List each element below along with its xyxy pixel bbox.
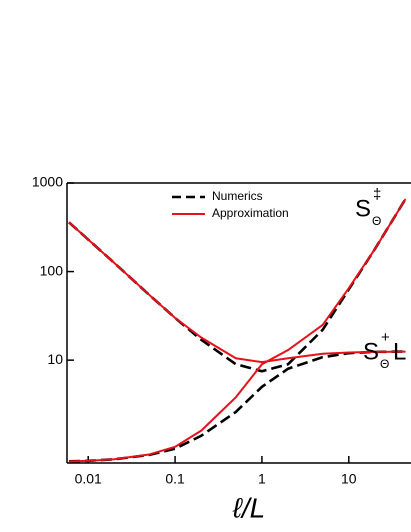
annotation-text: S bbox=[355, 195, 371, 222]
y-tick-label: 100 bbox=[40, 262, 64, 278]
series-line bbox=[68, 350, 406, 463]
annotation-suffix: L bbox=[393, 338, 406, 365]
y-tick-label: 10 bbox=[47, 351, 63, 367]
annotation-sup: + bbox=[381, 329, 390, 346]
series-line bbox=[68, 221, 406, 364]
x-tick-label: 10 bbox=[341, 471, 357, 487]
annotation-sup: ‡ bbox=[373, 186, 381, 203]
annotation-text: S bbox=[363, 338, 379, 365]
annotation-sub: Θ bbox=[380, 357, 389, 371]
legend-label: Numerics bbox=[212, 189, 263, 203]
legend-label: Approximation bbox=[212, 206, 289, 220]
x-tick-label: 1 bbox=[258, 471, 266, 487]
x-tick-label: 0.1 bbox=[165, 471, 185, 487]
x-axis-label: ℓ/L bbox=[232, 492, 265, 523]
x-tick-label: 0.01 bbox=[75, 471, 102, 487]
y-tick-label: 1000 bbox=[32, 174, 63, 190]
series-line bbox=[68, 198, 407, 463]
annotation-sub: Θ bbox=[372, 214, 381, 228]
series-line bbox=[68, 198, 407, 373]
